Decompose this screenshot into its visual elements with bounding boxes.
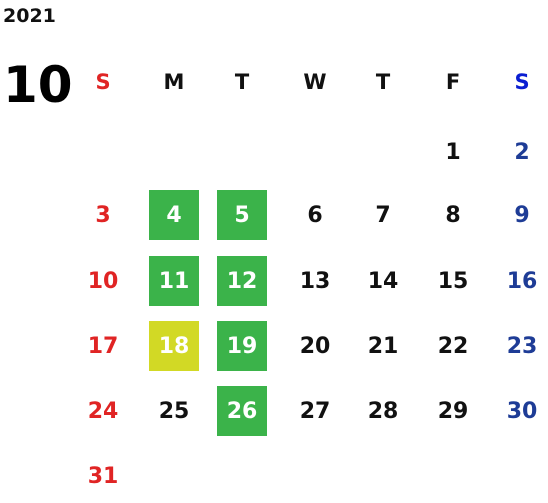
highlighted-day: 4 <box>149 190 199 240</box>
day: 1 <box>445 139 461 165</box>
day: 20 <box>299 333 331 359</box>
weekday-label: T <box>375 70 391 94</box>
highlighted-day: 5 <box>217 190 267 240</box>
day: 8 <box>445 202 461 228</box>
day: 28 <box>367 398 399 424</box>
day: 9 <box>514 202 530 228</box>
day: 25 <box>158 398 190 424</box>
day: 16 <box>506 268 538 294</box>
day: 24 <box>87 398 119 424</box>
weekday-label: F <box>445 70 461 94</box>
year: 2021 <box>3 5 56 27</box>
weekday-label: S <box>95 70 111 94</box>
highlighted-day: 18 <box>149 321 199 371</box>
weekday-label: M <box>163 70 185 94</box>
highlighted-day: 19 <box>217 321 267 371</box>
day: 22 <box>437 333 469 359</box>
weekday-label: T <box>234 70 250 94</box>
day: 23 <box>506 333 538 359</box>
day: 31 <box>87 463 119 489</box>
day: 2 <box>514 139 530 165</box>
day: 3 <box>95 202 111 228</box>
day: 21 <box>367 333 399 359</box>
day: 7 <box>375 202 391 228</box>
weekday-label: W <box>303 70 327 94</box>
day: 15 <box>437 268 469 294</box>
day: 6 <box>307 202 323 228</box>
day: 17 <box>87 333 119 359</box>
day: 30 <box>506 398 538 424</box>
day: 14 <box>367 268 399 294</box>
weekday-label: S <box>514 70 530 94</box>
highlighted-day: 12 <box>217 256 267 306</box>
highlighted-day: 11 <box>149 256 199 306</box>
day: 29 <box>437 398 469 424</box>
month: 10 <box>3 56 73 114</box>
highlighted-day: 26 <box>217 386 267 436</box>
day: 10 <box>87 268 119 294</box>
day: 13 <box>299 268 331 294</box>
day: 27 <box>299 398 331 424</box>
